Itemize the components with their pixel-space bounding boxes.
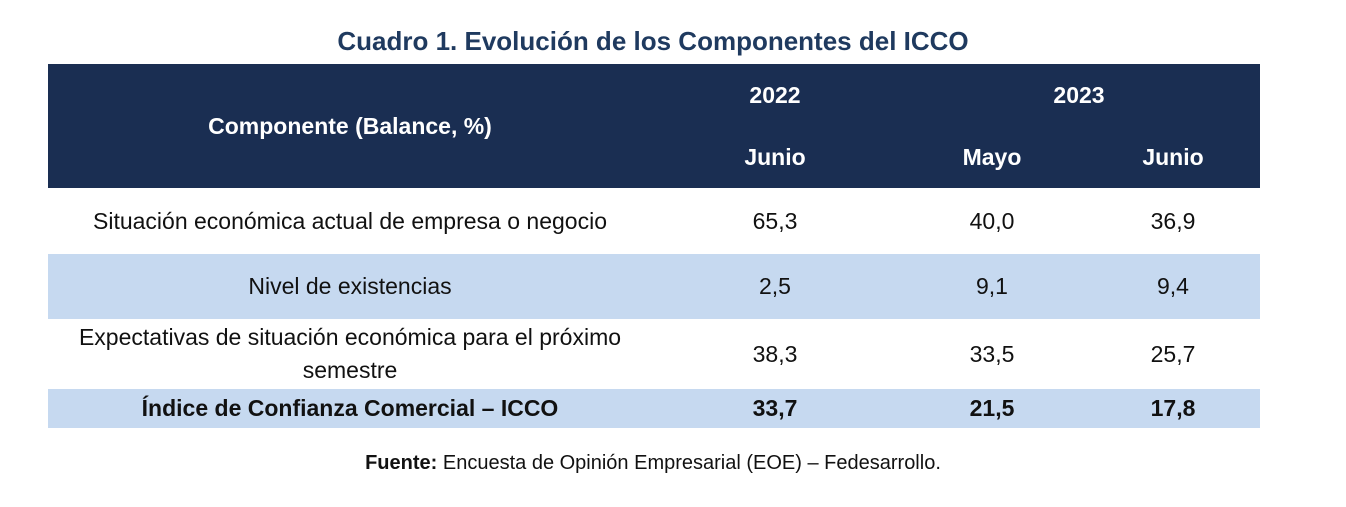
source-text: Encuesta de Opinión Empresarial (EOE) – … bbox=[437, 452, 941, 474]
component-header: Componente (Balance, %) bbox=[48, 64, 652, 188]
cell-value: 40,0 bbox=[969, 207, 1015, 234]
table-title: Cuadro 1. Evolución de los Componentes d… bbox=[337, 26, 969, 56]
icco-table: Componente (Balance, %) 2022 2023 Junio … bbox=[48, 64, 1260, 428]
table-row-total: Índice de Confianza Comercial – ICCO 33,… bbox=[48, 389, 1260, 428]
row-label: Índice de Confianza Comercial – ICCO bbox=[48, 389, 652, 428]
month-header: Junio bbox=[652, 126, 898, 188]
cell-value: 38,3 bbox=[752, 340, 798, 367]
year-header-2023: 2023 bbox=[898, 64, 1260, 126]
source-label: Fuente: bbox=[365, 452, 438, 474]
cell-value: 36,9 bbox=[1150, 207, 1196, 234]
cell-value: 9,1 bbox=[898, 254, 1086, 319]
table-row: Expectativas de situación económica para… bbox=[48, 319, 1260, 389]
source-note: Fuente: Encuesta de Opinión Empresarial … bbox=[0, 452, 1306, 475]
cell-value: 33,7 bbox=[652, 389, 898, 428]
cell-value: 21,5 bbox=[898, 389, 1086, 428]
cell-value: 65,3 bbox=[752, 207, 798, 234]
cell-value: 9,4 bbox=[1086, 254, 1260, 319]
row-label: Nivel de existencias bbox=[48, 254, 652, 319]
table-row: Situación económica actual de empresa o … bbox=[48, 188, 1260, 254]
year-header-2022: 2022 bbox=[652, 64, 898, 126]
month-header: Junio bbox=[1086, 126, 1260, 188]
cell-value: 17,8 bbox=[1086, 389, 1260, 428]
cell-value: 25,7 bbox=[1150, 340, 1196, 367]
row-label: Situación económica actual de empresa o … bbox=[93, 207, 607, 234]
month-header: Mayo bbox=[898, 126, 1086, 188]
table-row: Nivel de existencias 2,5 9,1 9,4 bbox=[48, 254, 1260, 319]
cell-value: 33,5 bbox=[969, 340, 1015, 367]
cell-value: 2,5 bbox=[652, 254, 898, 319]
row-label: Expectativas de situación económica para… bbox=[78, 324, 622, 383]
